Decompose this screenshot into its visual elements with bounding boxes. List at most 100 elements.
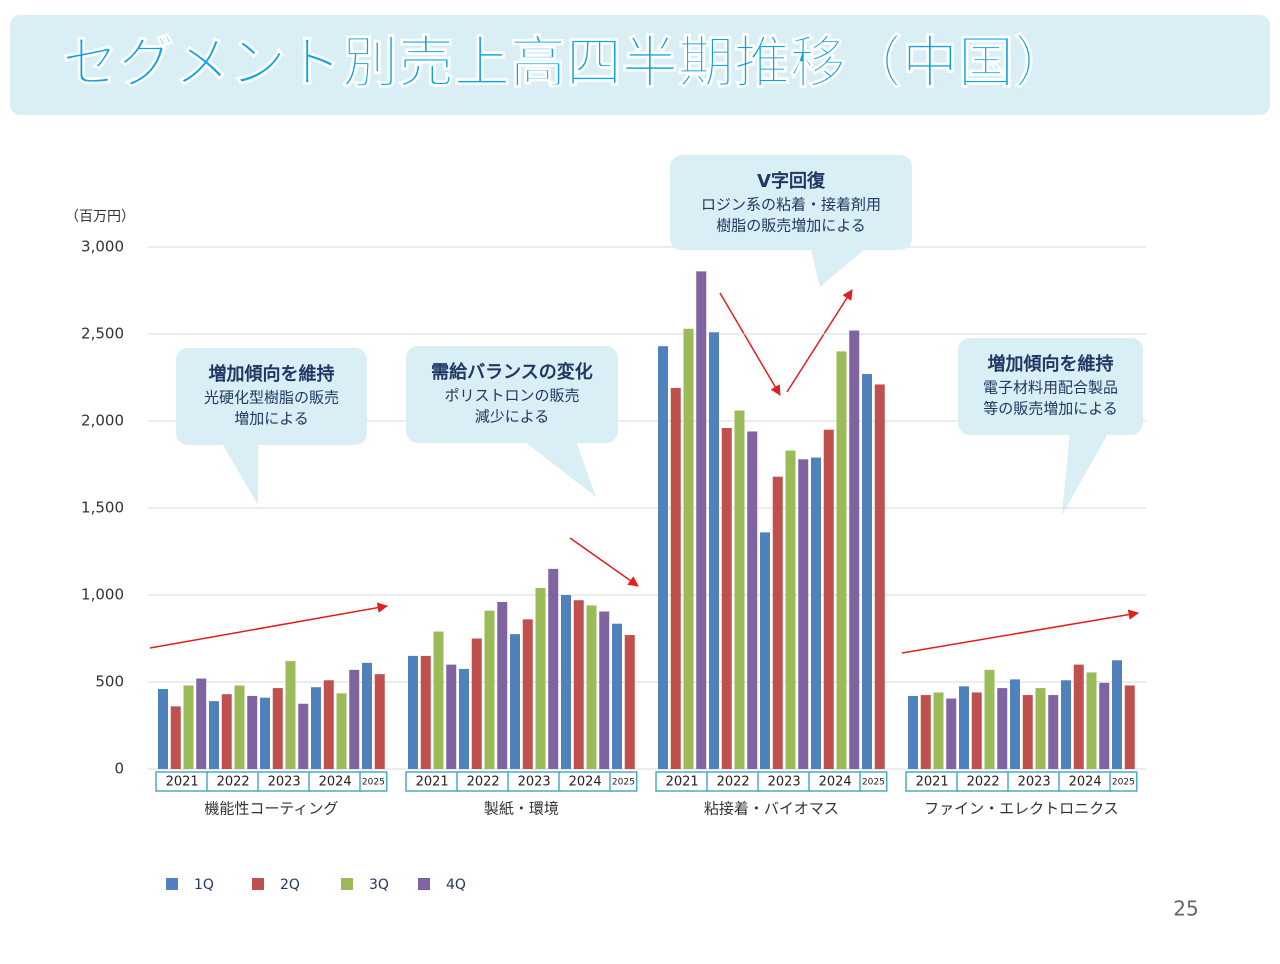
bar (1112, 660, 1122, 769)
bar (183, 685, 194, 769)
bar (272, 688, 283, 769)
bar (709, 332, 719, 769)
trend-arrows (149, 289, 1140, 654)
bar (471, 638, 482, 769)
callout-text: ロジン系の粘着・接着剤用 (701, 196, 881, 214)
bar (874, 384, 885, 769)
year-box (1109, 771, 1138, 792)
year-label: 2022 (217, 775, 250, 790)
y-unit: （百万円） (65, 209, 135, 225)
bar (683, 328, 694, 769)
year-label: 2023 (518, 775, 551, 790)
year-label: 2025 (862, 778, 885, 788)
bar (836, 351, 847, 769)
callout-box (176, 348, 367, 445)
legend-swatch (418, 878, 430, 890)
y-tick-label: 1,500 (81, 499, 124, 517)
year-label: 2025 (612, 778, 635, 788)
year-label: 2021 (416, 775, 449, 790)
year-label: 2022 (467, 775, 500, 790)
year-label: 2024 (819, 775, 852, 790)
bar (349, 669, 360, 769)
year-box (609, 771, 638, 792)
bar (497, 601, 508, 769)
y-tick-label: 2,000 (81, 412, 124, 430)
bar (747, 431, 758, 769)
bar (548, 568, 559, 769)
slide-title: セグメント別売上高四半期推移（中国） (62, 31, 1070, 96)
bar (1010, 679, 1020, 769)
bar (535, 588, 546, 769)
bar (510, 634, 520, 769)
bar (433, 631, 444, 769)
bar (298, 703, 309, 769)
bar (772, 476, 783, 769)
year-label: 2021 (166, 775, 199, 790)
bar (1061, 680, 1071, 769)
bar (696, 271, 707, 769)
y-tick-label: 1,000 (81, 586, 124, 604)
group-label: 粘接着・バイオマス (704, 800, 839, 818)
legend-label: 4Q (446, 877, 466, 893)
bar (561, 595, 571, 769)
callout-text: 光硬化型樹脂の販売 (204, 389, 339, 407)
title-banner (10, 15, 1270, 115)
callout-title: 増加傾向を維持 (209, 363, 335, 385)
bar (573, 600, 584, 769)
bar (599, 611, 610, 769)
bar (624, 635, 635, 769)
legend-swatch (341, 878, 353, 890)
callout-box (406, 346, 618, 443)
callout-text: 等の販売増加による (983, 400, 1118, 418)
bar (158, 688, 168, 769)
group-label: 製紙・環境 (484, 800, 559, 818)
callout-text: ポリストロンの販売 (444, 387, 579, 405)
bar (1086, 672, 1097, 769)
bar (285, 661, 296, 769)
bar (221, 694, 232, 769)
year-label: 2024 (319, 775, 352, 790)
bar (446, 664, 457, 769)
legend-label: 1Q (194, 877, 214, 893)
page-number: 25 (1173, 897, 1198, 921)
year-box (859, 771, 888, 792)
bar (785, 450, 796, 769)
year-label: 2024 (1069, 775, 1102, 790)
year-label: 2022 (717, 775, 750, 790)
bar (170, 706, 181, 769)
bar (946, 698, 957, 769)
legend-swatch (166, 878, 178, 890)
bar (484, 610, 495, 769)
bar (849, 330, 860, 769)
year-label: 2021 (916, 775, 949, 790)
bar (1124, 685, 1135, 769)
bar (408, 655, 418, 769)
year-label: 2024 (569, 775, 602, 790)
bar (798, 459, 809, 769)
callout-box (958, 338, 1143, 435)
bar (959, 686, 969, 769)
year-label: 2023 (768, 775, 801, 790)
bar (311, 687, 321, 769)
bar (920, 695, 931, 769)
callout-title: 増加傾向を維持 (988, 353, 1114, 375)
year-label: 2025 (1112, 778, 1135, 788)
bar (760, 532, 770, 769)
y-tick-label: 0 (114, 760, 124, 778)
y-tick-label: 500 (95, 673, 124, 691)
callout-tails (220, 245, 1110, 515)
bar (209, 701, 219, 769)
bar (1035, 688, 1046, 769)
callout-text: 電子材料用配合製品 (983, 379, 1118, 397)
bar (260, 697, 270, 769)
bar (196, 678, 207, 769)
y-tick-label: 3,000 (81, 238, 124, 256)
year-label: 2022 (967, 775, 1000, 790)
bar (997, 688, 1008, 769)
bar (247, 695, 258, 769)
